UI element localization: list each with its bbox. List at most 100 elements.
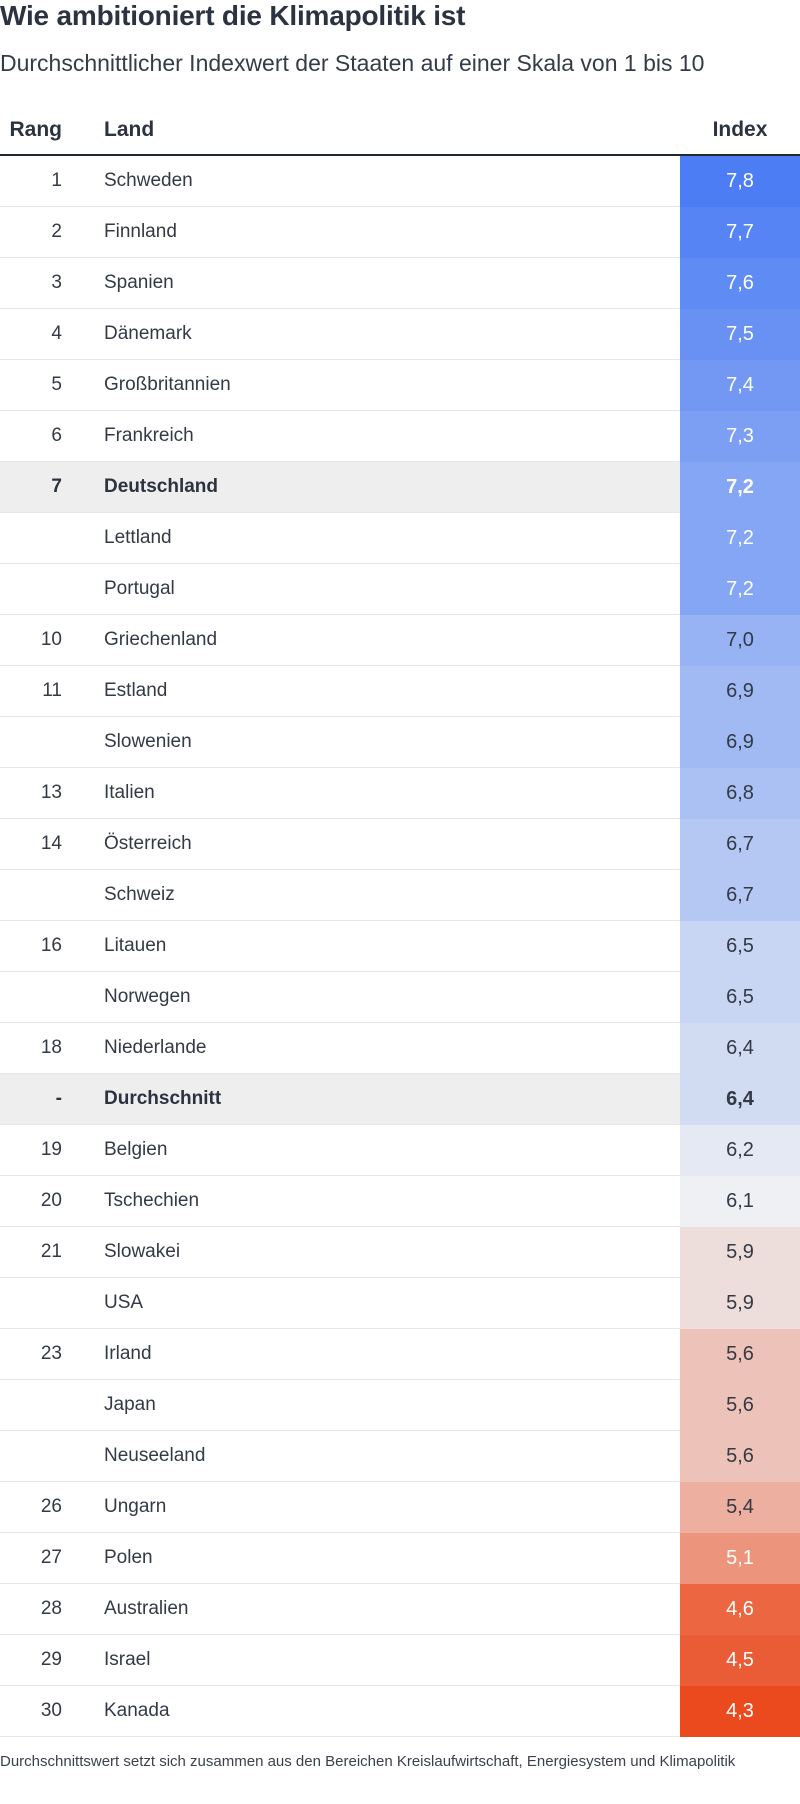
rank-cell [0,563,80,615]
chart-subtitle: Durchschnittlicher Indexwert der Staaten… [0,50,705,76]
index-value-cell: 6,7 [680,818,800,870]
table-row: 28 Australien 4,6 [0,1583,800,1635]
rank-cell: 10 [0,614,80,666]
rank-cell: 4 [0,308,80,360]
index-value-cell: 6,4 [680,1022,800,1074]
country-cell: Irland [80,1328,680,1380]
country-cell: Neuseeland [80,1430,680,1482]
index-value-cell: 7,8 [680,155,800,207]
country-cell: Australien [80,1583,680,1635]
country-cell: Großbritannien [80,359,680,411]
country-cell: Spanien [80,257,680,309]
table-row: - Durchschnitt 6,4 [0,1073,800,1125]
country-cell: USA [80,1277,680,1329]
table-row: Slowenien 6,9 [0,716,800,768]
index-value-cell: 7,5 [680,308,800,360]
table-row: 1 Schweden 7,8 [0,155,800,207]
index-value-cell: 7,3 [680,410,800,462]
table-row: USA 5,9 [0,1277,800,1329]
table-row: 19 Belgien 6,2 [0,1124,800,1176]
rank-cell: 1 [0,155,80,207]
index-value-cell: 6,5 [680,920,800,972]
rank-cell [0,1379,80,1431]
country-cell: Finnland [80,206,680,258]
index-value-cell: 5,6 [680,1328,800,1380]
country-cell: Polen [80,1532,680,1584]
rank-cell: 30 [0,1685,80,1737]
country-cell: Italien [80,767,680,819]
country-cell: Schweden [80,155,680,207]
country-cell: Portugal [80,563,680,615]
table-row: Schweiz 6,7 [0,869,800,921]
country-cell: Schweiz [80,869,680,921]
country-cell: Österreich [80,818,680,870]
table-row: 2 Finnland 7,7 [0,206,800,258]
table-row: Lettland 7,2 [0,512,800,564]
table-row: 20 Tschechien 6,1 [0,1175,800,1227]
index-value-cell: 6,9 [680,665,800,717]
index-value-cell: 5,6 [680,1379,800,1431]
country-cell: Belgien [80,1124,680,1176]
table-row: 27 Polen 5,1 [0,1532,800,1584]
index-value-cell: 6,8 [680,767,800,819]
table-row: 4 Dänemark 7,5 [0,308,800,360]
table-row: 7 Deutschland 7,2 [0,461,800,513]
rank-cell: 28 [0,1583,80,1635]
rank-cell: 16 [0,920,80,972]
index-value-cell: 7,2 [680,461,800,513]
table-row: 6 Frankreich 7,3 [0,410,800,462]
table-row: 18 Niederlande 6,4 [0,1022,800,1074]
table-row: 10 Griechenland 7,0 [0,614,800,666]
index-value-cell: 6,1 [680,1175,800,1227]
country-cell: Kanada [80,1685,680,1737]
table-row: 16 Litauen 6,5 [0,920,800,972]
rank-cell: 19 [0,1124,80,1176]
index-value-cell: 6,7 [680,869,800,921]
rank-cell: 18 [0,1022,80,1074]
index-value-cell: 4,5 [680,1634,800,1686]
table-row: 3 Spanien 7,6 [0,257,800,309]
index-value-cell: 7,4 [680,359,800,411]
country-cell: Slowenien [80,716,680,768]
country-cell: Lettland [80,512,680,564]
index-value-cell: 4,3 [680,1685,800,1737]
index-value-cell: 7,2 [680,563,800,615]
rank-cell: 7 [0,461,80,513]
table-row: 29 Israel 4,5 [0,1634,800,1686]
rank-cell: 29 [0,1634,80,1686]
country-cell: Dänemark [80,308,680,360]
index-value-cell: 6,2 [680,1124,800,1176]
column-header-index: Index [680,106,800,156]
rank-cell: 21 [0,1226,80,1278]
table-row: Japan 5,6 [0,1379,800,1431]
table-row: 5 Großbritannien 7,4 [0,359,800,411]
rank-cell: 23 [0,1328,80,1380]
table-row: Neuseeland 5,6 [0,1430,800,1482]
index-value-cell: 7,6 [680,257,800,309]
rank-cell [0,1277,80,1329]
country-cell: Deutschland [80,461,680,513]
index-value-cell: 7,2 [680,512,800,564]
index-value-cell: 5,4 [680,1481,800,1533]
rank-cell: - [0,1073,80,1125]
index-value-cell: 5,1 [680,1532,800,1584]
table-row: Norwegen 6,5 [0,971,800,1023]
table-row: 11 Estland 6,9 [0,665,800,717]
index-value-cell: 6,4 [680,1073,800,1125]
column-header-rank: Rang [0,106,80,156]
rank-cell: 5 [0,359,80,411]
index-value-cell: 6,9 [680,716,800,768]
country-cell: Israel [80,1634,680,1686]
index-value-cell: 6,5 [680,971,800,1023]
country-cell: Griechenland [80,614,680,666]
rank-cell [0,1430,80,1482]
index-value-cell: 5,9 [680,1226,800,1278]
index-value-cell: 5,6 [680,1430,800,1482]
country-cell: Ungarn [80,1481,680,1533]
country-cell: Frankreich [80,410,680,462]
rank-cell [0,716,80,768]
rank-cell: 27 [0,1532,80,1584]
table-row: 30 Kanada 4,3 [0,1685,800,1737]
table-row: 26 Ungarn 5,4 [0,1481,800,1533]
table-row: Portugal 7,2 [0,563,800,615]
